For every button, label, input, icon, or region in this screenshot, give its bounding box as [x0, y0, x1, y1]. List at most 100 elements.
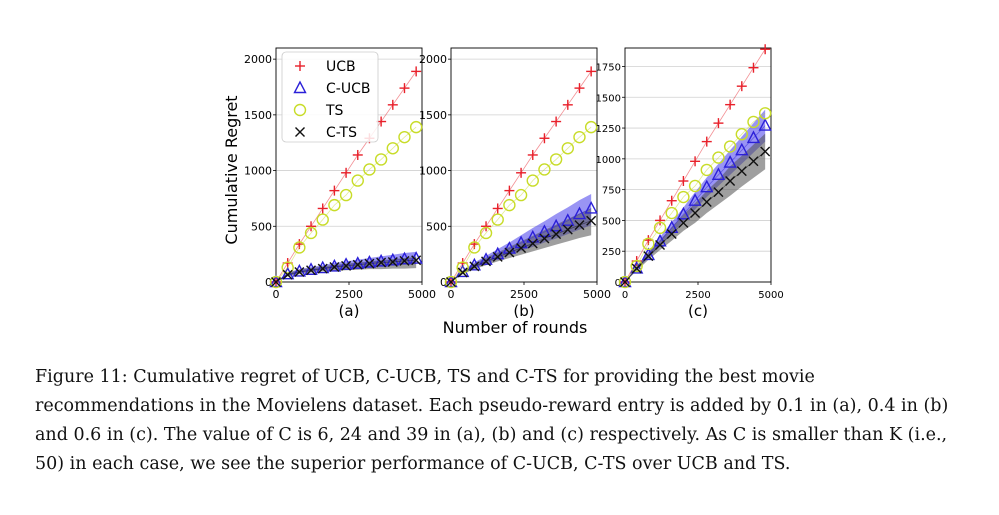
c-ts-point [341, 260, 352, 271]
legend-marker-c-ts [295, 127, 305, 137]
c-ts-point [469, 261, 480, 272]
c-ucb-point [269, 274, 283, 288]
x-tick-label: 2500 [685, 290, 710, 301]
ts-point [653, 221, 667, 235]
y-axis-label: Cumulative Regret [222, 95, 241, 244]
ts-line [624, 112, 766, 283]
c-ucb-point [327, 258, 342, 272]
ts-point [444, 275, 458, 289]
c-ucb-point [316, 260, 330, 274]
ts-point [386, 142, 399, 155]
y-tick-label: 0 [265, 276, 272, 289]
plot-frame [450, 47, 598, 283]
x-axis-label: Number of rounds [443, 318, 588, 337]
c-ts-point [481, 256, 492, 267]
c-ts-point [329, 261, 340, 272]
y-tick-label: 1500 [596, 93, 621, 104]
y-tick-label: 0 [440, 276, 447, 289]
c-ts-point [306, 265, 317, 276]
ucb-point [701, 136, 712, 147]
c-ts-point [294, 266, 305, 277]
legend-label-ts: TS [325, 103, 344, 119]
ts-point [688, 179, 702, 193]
ts-point [491, 213, 504, 226]
ts-point [281, 261, 294, 274]
c-ucb-point [292, 263, 307, 277]
c-ucb-point [735, 142, 749, 156]
ts-point [468, 241, 481, 254]
plot-frame [624, 47, 772, 283]
c-ts-point [748, 156, 759, 167]
y-tick-label: 500 [602, 216, 621, 227]
y-tick-label: 1000 [419, 165, 447, 178]
x-tick-label: 2500 [335, 288, 363, 301]
ts-point [328, 198, 341, 212]
c-ts-point [643, 251, 654, 262]
ucb-point [551, 116, 562, 127]
y-tick-label: 1750 [596, 62, 621, 73]
y-tick-label: 1000 [244, 165, 272, 178]
c-ts-point [701, 196, 712, 207]
ts-point [398, 130, 411, 144]
x-tick-label: 0 [622, 290, 628, 301]
ts-point [374, 153, 388, 166]
ts-point [618, 275, 632, 289]
ts-point [584, 120, 598, 134]
ucb-point [399, 83, 410, 94]
c-ts-point [736, 166, 747, 177]
c-ts-point [364, 258, 375, 269]
c-ucb-point [746, 130, 761, 144]
ts-point [573, 130, 586, 144]
legend-label-ucb: UCB [326, 59, 356, 75]
ts-point [293, 241, 306, 254]
c-ucb-point [688, 193, 702, 206]
ts-point [723, 140, 737, 153]
c-ucb-point [711, 167, 726, 181]
x-tick-label: 0 [448, 288, 455, 301]
legend-label-c-ucb: C-UCB [326, 81, 370, 97]
ucb-point [574, 83, 585, 94]
ucb-point [586, 66, 597, 77]
c-ucb-point [618, 274, 632, 288]
c-ucb-point [676, 206, 691, 220]
x-tick-label: 5000 [408, 288, 436, 301]
ucb-point [690, 156, 701, 167]
c-ts-point [516, 243, 527, 254]
y-tick-label: 1000 [596, 155, 621, 166]
x-tick-label: 5000 [758, 290, 783, 301]
c-ucb-point [665, 220, 679, 234]
c-ts-point [352, 259, 363, 270]
c-ucb-point [758, 118, 772, 131]
y-tick-label: 2000 [244, 53, 272, 66]
c-ts-point [376, 257, 387, 268]
y-tick-label: 500 [426, 220, 447, 233]
ts-point [304, 226, 318, 240]
legend-marker-ucb [295, 61, 305, 71]
x-tick-label: 2500 [510, 288, 538, 301]
y-tick-label: 1500 [244, 109, 272, 122]
panel-label: (c) [688, 302, 708, 320]
c-ts-point [655, 240, 666, 251]
y-tick-label: 2000 [419, 53, 447, 66]
c-ucb-point [537, 224, 552, 238]
ts-point [363, 163, 376, 176]
ts-point [549, 153, 563, 166]
ucb-point [527, 149, 538, 160]
c-ts-point [411, 255, 422, 266]
c-ts-point [666, 228, 677, 239]
c-ts-point [678, 217, 689, 228]
c-ts-point [620, 277, 630, 287]
ucb-point [760, 44, 771, 55]
c-ts-point [539, 233, 550, 244]
c-ucb-point [584, 200, 598, 214]
c-ts-point [317, 263, 328, 274]
legend-label-c-ts: C-TS [326, 125, 357, 141]
ts-point [514, 188, 528, 202]
c-ts-point [504, 247, 515, 258]
legend-box [281, 51, 379, 143]
ts-point [700, 163, 713, 177]
c-ucb-point [572, 206, 587, 220]
ucb-point [481, 221, 492, 232]
y-tick-label: 750 [602, 186, 621, 197]
c-ts-point [271, 277, 281, 287]
